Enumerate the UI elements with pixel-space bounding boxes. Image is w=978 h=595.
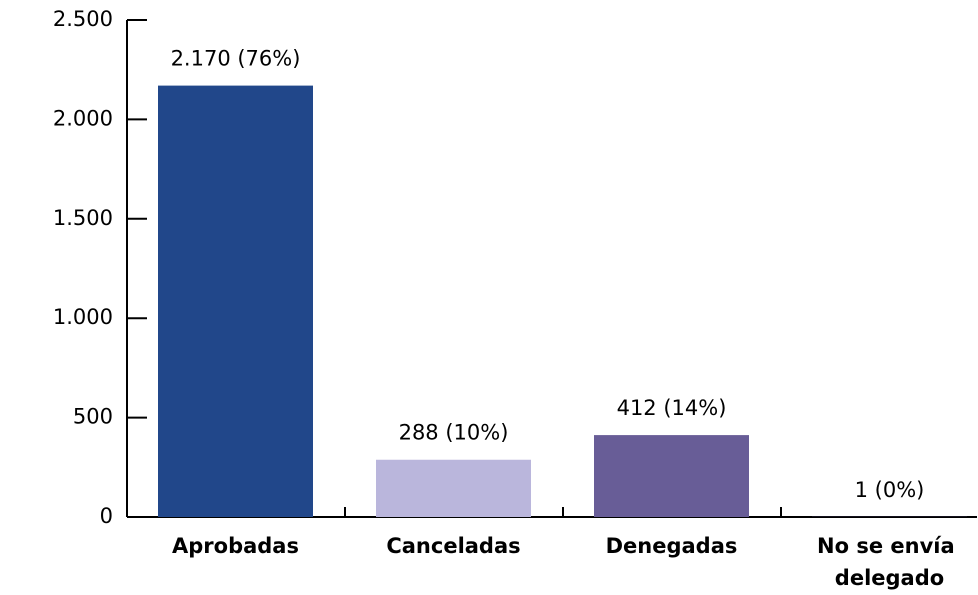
bar bbox=[594, 435, 749, 517]
y-tick-label: 500 bbox=[73, 405, 113, 429]
value-label: 412 (14%) bbox=[617, 396, 727, 420]
y-tick-label: 2.000 bbox=[53, 106, 113, 130]
y-tick-label: 2.500 bbox=[53, 7, 113, 31]
value-label: 1 (0%) bbox=[855, 478, 925, 502]
value-label: 288 (10%) bbox=[399, 421, 509, 445]
bar bbox=[158, 85, 313, 517]
x-tick-label: Aprobadas bbox=[172, 534, 299, 558]
y-tick-label: 0 bbox=[100, 504, 113, 528]
y-tick-label: 1.000 bbox=[53, 305, 113, 329]
x-tick-label: Canceladas bbox=[386, 534, 520, 558]
value-label: 2.170 (76%) bbox=[171, 47, 301, 71]
x-tick-label: Denegadas bbox=[606, 534, 738, 558]
bar bbox=[376, 459, 531, 517]
x-tick-label: No se envía delegado bbox=[817, 534, 962, 590]
y-tick-label: 1.500 bbox=[53, 206, 113, 230]
